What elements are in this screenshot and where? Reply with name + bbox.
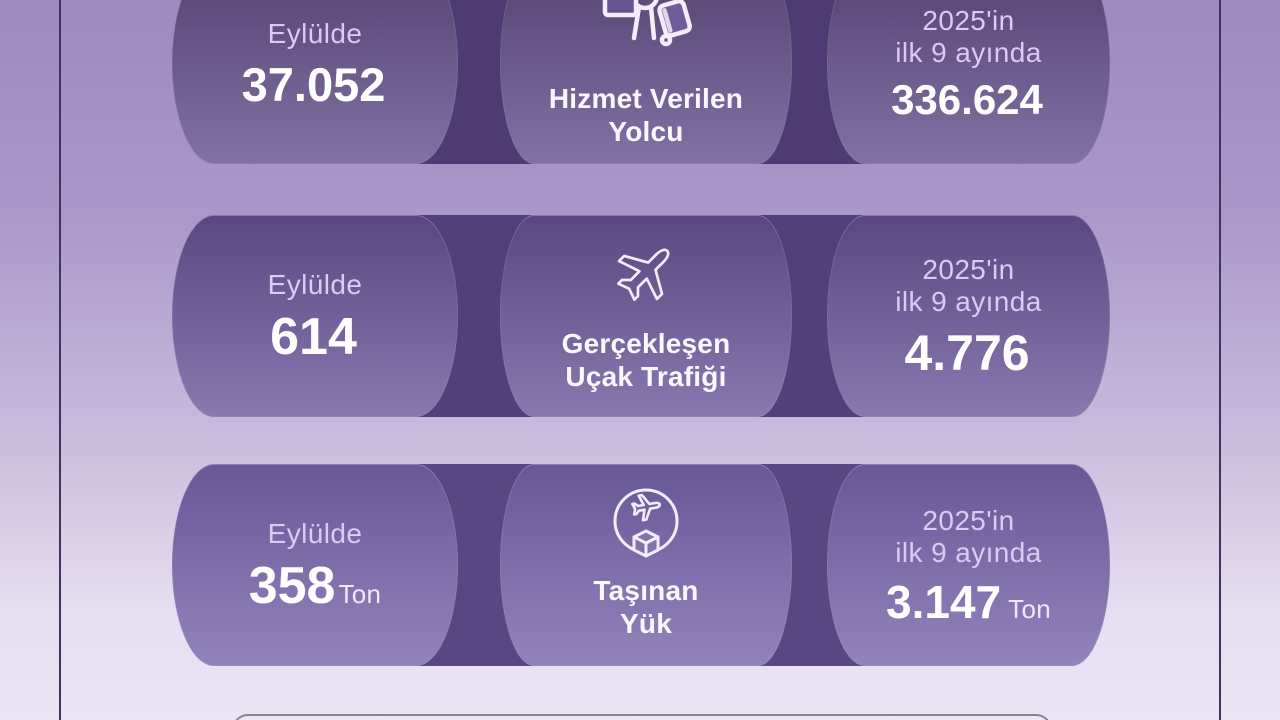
cargo-month-card: Eylülde 358 Ton [172,464,458,666]
flights-ytd-card: 2025'in ilk 9 ayında 4.776 [827,215,1110,417]
page-border-left [59,0,61,720]
passengers-title: Hizmet Verilen Yolcu [548,83,744,148]
month-label: Eylülde [267,268,363,300]
month-label: Eylülde [267,517,363,549]
air-cargo-icon [607,484,685,568]
month-label: Eylülde [267,18,363,50]
ytd-label: 2025'in ilk 9 ayında [895,253,1042,317]
passengers-ytd-value: 336.624 [891,76,1043,124]
flights-title: Gerçekleşen Uçak Trafiği [561,328,731,393]
cargo-ytd-card: 2025'in ilk 9 ayında 3.147 Ton [827,464,1110,666]
footer-panel-clipped [232,714,1052,720]
cargo-title: Taşınan Yük [593,575,699,640]
flights-month-card: Eylülde 614 [172,215,458,417]
stat-row-cargo: Eylülde 358 Ton [172,464,1110,666]
passengers-month-card: Eylülde 37.052 [172,0,458,164]
ytd-label: 2025'in ilk 9 ayında [895,4,1042,68]
flights-month-value: 614 [270,308,357,367]
airplane-icon [613,239,679,305]
cargo-month-value: 358 Ton [248,557,382,616]
stat-row-passengers: Eylülde 37.052 [172,0,1110,164]
passengers-ytd-card: 2025'in ilk 9 ayında 336.624 [827,0,1110,164]
stat-row-flights: Eylülde 614 Gerçekleşen Uçak Trafiği 202… [172,215,1110,417]
passengers-title-card: Hizmet Verilen Yolcu [500,0,792,164]
flights-ytd-value: 4.776 [904,325,1030,382]
passengers-month-value: 37.052 [241,57,386,111]
ytd-label: 2025'in ilk 9 ayında [895,504,1042,568]
passenger-luggage-icon [600,0,692,68]
cargo-ytd-value: 3.147 Ton [886,576,1051,629]
flights-title-card: Gerçekleşen Uçak Trafiği [500,215,792,417]
page-border-right [1219,0,1221,720]
cargo-title-card: Taşınan Yük [500,464,792,666]
